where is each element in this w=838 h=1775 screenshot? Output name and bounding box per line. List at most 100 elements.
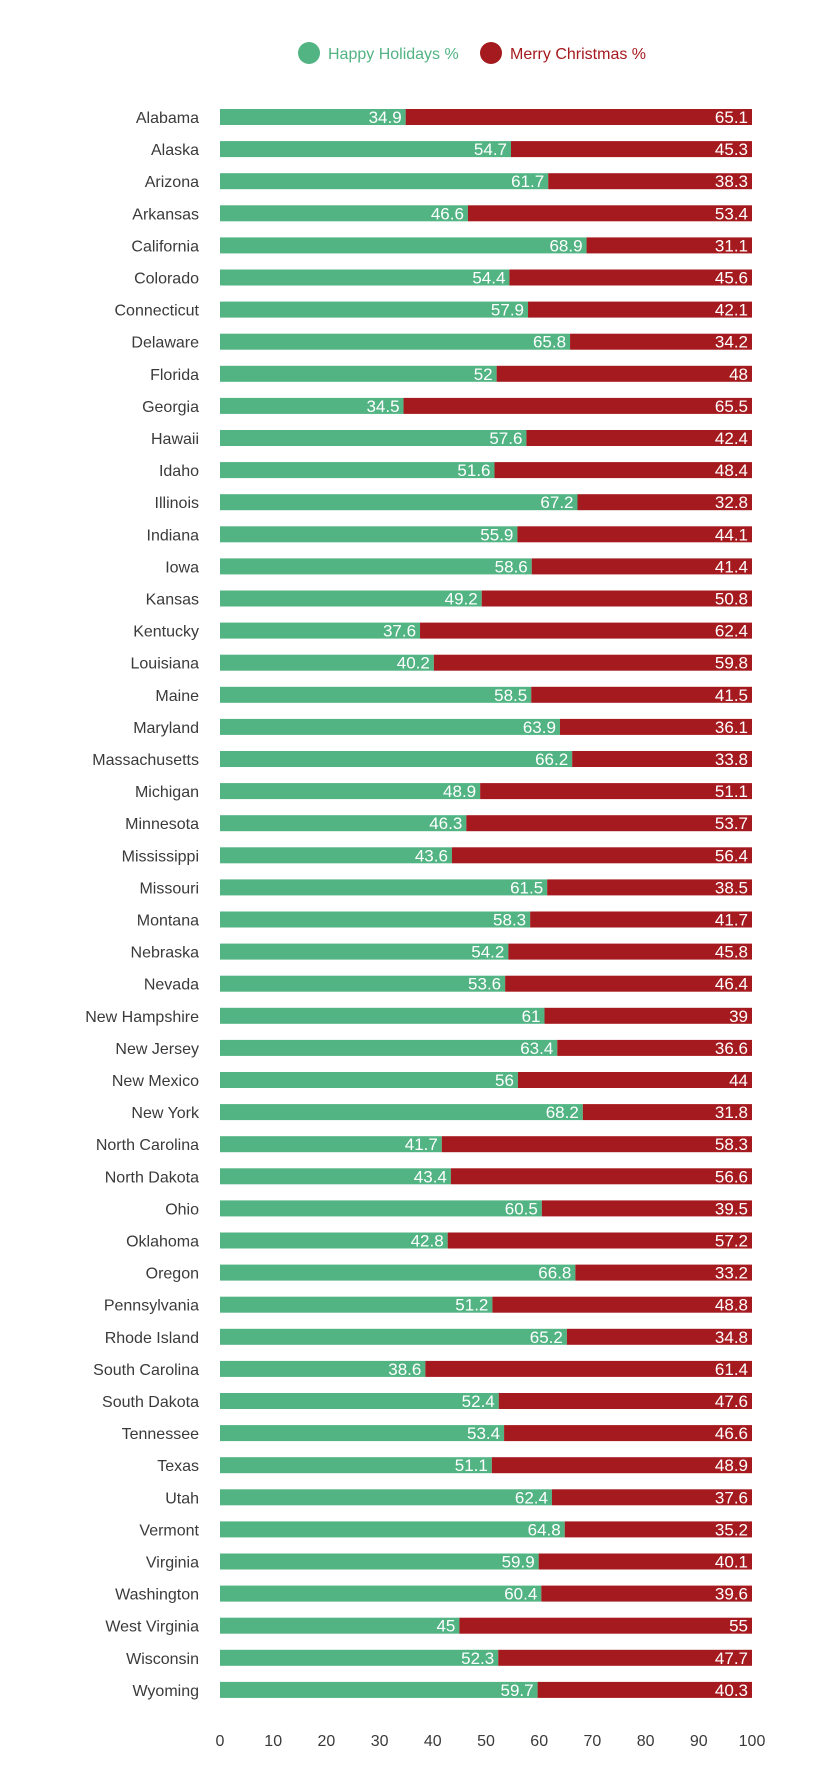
bar-happy-holidays	[220, 430, 527, 446]
category-label: Nebraska	[131, 945, 200, 962]
category-label: Delaware	[131, 335, 199, 352]
value-label-merry-christmas: 41.4	[715, 557, 748, 576]
bar-happy-holidays	[220, 815, 467, 832]
bar-happy-holidays	[220, 590, 482, 607]
bar-happy-holidays	[220, 1232, 448, 1249]
value-label-merry-christmas: 56.6	[715, 1167, 748, 1186]
value-label-merry-christmas: 48.4	[715, 461, 748, 480]
value-label-merry-christmas: 61.4	[715, 1360, 748, 1379]
bar-happy-holidays	[220, 301, 529, 318]
value-label-merry-christmas: 37.6	[715, 1488, 748, 1507]
category-label: Indiana	[147, 527, 200, 544]
value-label-merry-christmas: 53.7	[715, 814, 748, 833]
bar-merry-christmas	[557, 1039, 752, 1056]
value-label-merry-christmas: 47.6	[715, 1392, 748, 1411]
value-label-merry-christmas: 38.5	[715, 878, 748, 897]
bar-row: Delaware 65.8 34.2	[131, 333, 752, 352]
value-label-merry-christmas: 42.4	[715, 429, 748, 448]
category-label: New Jersey	[115, 1041, 199, 1058]
x-tick-label: 40	[424, 1733, 442, 1750]
x-tick-label: 50	[477, 1733, 495, 1750]
bar-happy-holidays	[220, 141, 512, 158]
bar-happy-holidays	[220, 975, 506, 992]
value-label-happy-holidays: 66.8	[538, 1264, 571, 1283]
value-label-happy-holidays: 57.6	[489, 429, 522, 448]
bar-merry-christmas	[531, 558, 752, 575]
bar-row: Virginia 59.9 40.1	[146, 1553, 752, 1572]
bar-merry-christmas	[517, 1072, 752, 1088]
bar-row: Vermont 64.8 35.2	[139, 1520, 752, 1539]
bar-merry-christmas	[537, 1681, 752, 1698]
value-label-happy-holidays: 46.6	[431, 204, 464, 223]
bar-happy-holidays	[220, 526, 518, 543]
value-label-happy-holidays: 60.5	[505, 1199, 538, 1218]
bar-row: North Dakota 43.4 56.6	[105, 1167, 752, 1186]
value-label-happy-holidays: 52.4	[462, 1392, 495, 1411]
category-label: Connecticut	[115, 303, 200, 320]
x-tick-label: 0	[216, 1733, 225, 1750]
bar-row: Arizona 61.7 38.3	[145, 172, 752, 191]
bar-happy-holidays	[220, 397, 404, 414]
bar-merry-christmas	[447, 1232, 752, 1249]
category-label: Mississippi	[122, 848, 199, 865]
value-label-happy-holidays: 67.2	[540, 493, 573, 512]
bar-happy-holidays	[220, 1649, 499, 1666]
value-label-happy-holidays: 51.1	[455, 1456, 488, 1475]
bar-merry-christmas	[498, 1393, 752, 1409]
category-label: West Virginia	[105, 1619, 199, 1636]
bar-row: Missouri 61.5 38.5	[139, 878, 752, 897]
bar-row: Mississippi 43.6 56.4	[122, 846, 752, 865]
value-label-merry-christmas: 44	[729, 1071, 748, 1090]
value-label-happy-holidays: 56	[495, 1071, 514, 1090]
bar-merry-christmas	[528, 301, 752, 318]
value-label-merry-christmas: 56.4	[715, 846, 748, 865]
legend-label-0: Happy Holidays %	[328, 46, 459, 63]
value-label-merry-christmas: 42.1	[715, 301, 748, 320]
legend: Happy Holidays % Merry Christmas %	[298, 42, 646, 64]
bar-merry-christmas	[467, 205, 752, 222]
bar-row: Georgia 34.5 65.5	[142, 397, 752, 416]
value-label-happy-holidays: 46.3	[429, 814, 462, 833]
value-label-happy-holidays: 61.7	[511, 172, 544, 191]
value-label-happy-holidays: 38.6	[388, 1360, 421, 1379]
bar-row: Oregon 66.8 33.2	[146, 1264, 752, 1283]
x-tick-label: 70	[584, 1733, 602, 1750]
value-label-merry-christmas: 48.8	[715, 1296, 748, 1315]
category-label: California	[131, 238, 199, 255]
bar-row: North Carolina 41.7 58.3	[96, 1135, 752, 1154]
bar-merry-christmas	[572, 751, 752, 767]
category-label: Arkansas	[132, 206, 199, 223]
value-label-merry-christmas: 48.9	[715, 1456, 748, 1475]
category-label: Ohio	[165, 1201, 199, 1218]
bar-merry-christmas	[508, 943, 752, 960]
bar-happy-holidays	[220, 1072, 518, 1088]
bar-happy-holidays	[220, 686, 532, 703]
bar-merry-christmas	[538, 1553, 752, 1570]
category-label: South Carolina	[93, 1362, 199, 1379]
x-axis: 0 10 20 30 40 50 60 70 80 90 100	[216, 1733, 766, 1750]
value-label-merry-christmas: 39	[729, 1007, 748, 1026]
bar-merry-christmas	[509, 269, 752, 286]
bar-row: South Dakota 52.4 47.6	[102, 1392, 752, 1411]
bar-row: Colorado 54.4 45.6	[134, 269, 752, 288]
bar-happy-holidays	[220, 462, 495, 479]
bar-row: Tennessee 53.4 46.6	[122, 1424, 752, 1443]
value-label-merry-christmas: 59.8	[715, 654, 748, 673]
category-label: Virginia	[146, 1555, 199, 1572]
bar-row: West Virginia 45 55	[105, 1617, 752, 1636]
bar-happy-holidays	[220, 237, 587, 254]
value-label-merry-christmas: 31.1	[715, 236, 748, 255]
value-label-happy-holidays: 54.2	[471, 943, 504, 962]
value-label-happy-holidays: 68.2	[546, 1103, 579, 1122]
bar-row: Illinois 67.2 32.8	[155, 493, 752, 512]
bar-happy-holidays	[220, 1681, 538, 1698]
category-label: Tennessee	[122, 1426, 199, 1443]
value-label-happy-holidays: 58.3	[493, 911, 526, 930]
bar-happy-holidays	[220, 1393, 499, 1409]
bar-row: Nebraska 54.2 45.8	[131, 943, 752, 962]
value-label-merry-christmas: 51.1	[715, 782, 748, 801]
bar-row: New York 68.2 31.8	[131, 1103, 752, 1122]
bar-merry-christmas	[517, 526, 752, 543]
bar-merry-christmas	[547, 879, 752, 896]
bar-merry-christmas	[403, 397, 752, 414]
